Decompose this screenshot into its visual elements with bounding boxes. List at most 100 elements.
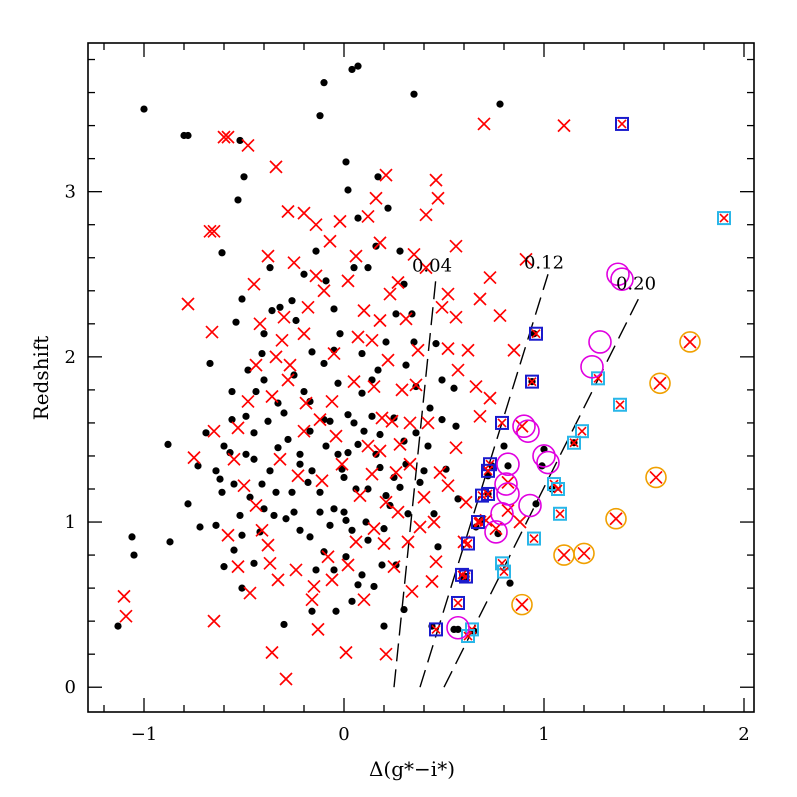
cross-point xyxy=(237,479,251,493)
dot-point xyxy=(238,584,246,592)
cross-point xyxy=(469,379,483,394)
cross-point xyxy=(449,239,463,253)
cross-point xyxy=(557,118,571,133)
dot-point xyxy=(358,571,366,579)
dot-point xyxy=(424,442,432,450)
dot-point xyxy=(316,508,324,516)
magenta-circle-point xyxy=(512,414,536,439)
orange-circle-point xyxy=(645,466,667,489)
dot-point xyxy=(268,307,276,315)
cross-point xyxy=(507,343,521,357)
dot-point xyxy=(350,419,358,427)
cross-point xyxy=(577,546,591,561)
cross-point xyxy=(265,389,279,404)
cross-point xyxy=(519,252,533,266)
dot-point xyxy=(454,625,462,634)
cross-point xyxy=(441,479,455,493)
dot-point xyxy=(320,79,328,87)
reference-line-label: 0.20 xyxy=(616,274,656,295)
dot-point xyxy=(416,478,424,486)
dot-point xyxy=(322,442,330,450)
dot-point xyxy=(322,277,330,285)
dot-point xyxy=(212,521,220,529)
dot-point xyxy=(238,531,246,539)
dot-point xyxy=(194,462,202,470)
dot-point xyxy=(504,462,512,470)
y-tick-label: 3 xyxy=(65,182,76,203)
dot-point xyxy=(196,523,204,531)
dot-point xyxy=(258,480,266,488)
magenta-circle-point xyxy=(516,419,540,443)
cross-point xyxy=(399,312,413,326)
cross-point xyxy=(247,277,261,291)
cross-point xyxy=(427,515,441,529)
cross-point xyxy=(473,292,487,306)
cross-point xyxy=(255,523,269,537)
dot-point xyxy=(296,450,304,458)
cross-point xyxy=(271,573,285,587)
orange-circle-point xyxy=(553,544,575,566)
cross-point xyxy=(341,274,355,288)
cross-point xyxy=(231,560,245,574)
dot-point xyxy=(166,538,174,546)
cross-point xyxy=(683,335,697,349)
cross-point xyxy=(329,429,343,443)
cross-point xyxy=(407,247,421,262)
blue-square-point-cross xyxy=(497,418,507,428)
cross-point xyxy=(181,297,195,311)
dot-point xyxy=(296,460,304,468)
blue-square-point xyxy=(615,116,629,131)
dot-point xyxy=(260,376,268,384)
blue-square-point-cross xyxy=(431,624,441,634)
cyan-square-point xyxy=(497,564,511,579)
cross-point xyxy=(221,130,235,144)
blue-square-point xyxy=(455,567,469,582)
cross-point xyxy=(421,416,435,430)
cross-point xyxy=(373,236,387,250)
dot-point xyxy=(164,440,172,448)
cross-point xyxy=(383,287,397,301)
cross-point xyxy=(403,416,417,430)
dot-point xyxy=(450,384,458,392)
dot-point xyxy=(402,361,410,369)
dot-point xyxy=(336,330,344,338)
dot-point xyxy=(236,511,244,520)
cross-point xyxy=(393,437,407,452)
dot-point xyxy=(368,412,376,420)
cross-point xyxy=(367,379,381,394)
cross-point xyxy=(381,353,395,367)
cross-point xyxy=(207,424,221,438)
cross-point xyxy=(473,409,487,423)
blue-square-point-cross xyxy=(617,119,627,129)
dot-point xyxy=(288,488,296,496)
magenta-circle-point xyxy=(588,330,612,354)
dot-point xyxy=(250,429,258,437)
cross-point xyxy=(241,138,255,153)
dot-point xyxy=(364,536,372,544)
cross-point xyxy=(649,470,663,485)
cross-point xyxy=(377,536,391,551)
dot-point xyxy=(306,397,314,406)
dot-point xyxy=(344,449,352,457)
cross-point xyxy=(513,515,527,529)
blue-square-point xyxy=(471,515,485,530)
cross-point xyxy=(361,209,375,224)
dot-point xyxy=(272,488,280,496)
dot-point xyxy=(354,214,362,222)
cross-point xyxy=(297,327,311,341)
cyan-square-point-cross xyxy=(555,509,565,519)
dot-point xyxy=(392,310,400,318)
dot-point xyxy=(326,521,334,529)
dot-point xyxy=(410,90,418,98)
dot-point xyxy=(326,417,334,425)
blue-square-point-cross xyxy=(531,329,541,339)
cross-point xyxy=(347,375,361,389)
cross-point xyxy=(413,520,427,534)
blue-square-point-cross xyxy=(457,570,467,580)
magenta-circle-point xyxy=(518,493,542,518)
cross-point xyxy=(365,467,379,481)
cross-point xyxy=(221,528,235,542)
blue-square-point-cross xyxy=(453,598,463,608)
dot-point xyxy=(312,247,320,255)
dot-point xyxy=(404,510,412,518)
